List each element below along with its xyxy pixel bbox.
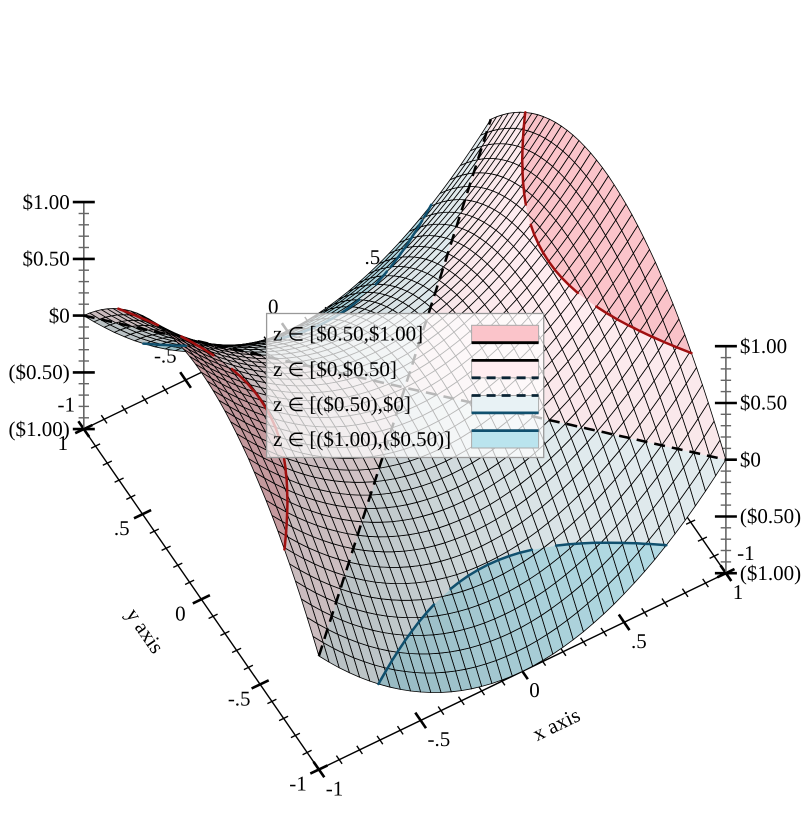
svg-text:$1.00: $1.00 [740,334,787,358]
svg-text:$0.50: $0.50 [23,247,70,271]
svg-text:-1: -1 [58,392,76,416]
svg-text:($0.50): ($0.50) [9,360,70,384]
svg-text:-1: -1 [326,776,344,800]
svg-text:$0.50: $0.50 [740,391,787,415]
svg-text:($1.00): ($1.00) [9,417,70,441]
svg-text:.5: .5 [631,629,647,653]
svg-text:-.5: -.5 [228,686,251,710]
svg-text:z ∈ [($0.50),$0]: z ∈ [($0.50),$0] [273,392,411,416]
svg-text:.5: .5 [114,516,130,540]
svg-text:0: 0 [529,678,540,702]
svg-text:$0: $0 [49,303,70,327]
svg-text:z ∈ [$0.50,$1.00]: z ∈ [$0.50,$1.00] [273,322,423,346]
svg-text:0: 0 [175,601,186,625]
svg-text:z ∈ [$0,$0.50]: z ∈ [$0,$0.50] [273,357,397,381]
svg-text:$1.00: $1.00 [23,190,70,214]
svg-text:-.5: -.5 [428,727,451,751]
svg-text:($1.00): ($1.00) [740,561,801,585]
svg-text:-1: -1 [289,772,307,796]
svg-text:z ∈ [($1.00),($0.50)]: z ∈ [($1.00),($0.50)] [273,427,451,451]
svg-text:($0.50): ($0.50) [740,504,801,528]
svg-text:$0: $0 [740,447,761,471]
